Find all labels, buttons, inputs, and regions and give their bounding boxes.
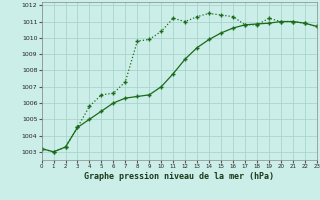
X-axis label: Graphe pression niveau de la mer (hPa): Graphe pression niveau de la mer (hPa) bbox=[84, 172, 274, 181]
